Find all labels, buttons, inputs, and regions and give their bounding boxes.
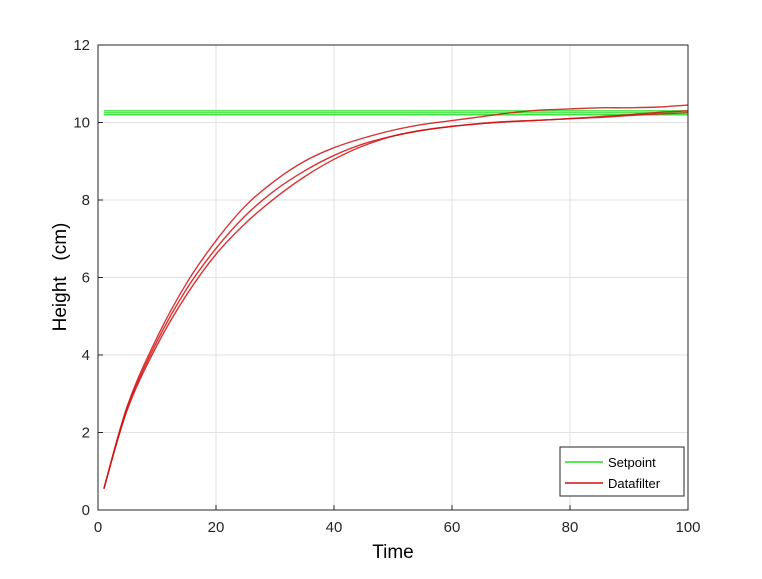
grid	[97, 44, 689, 511]
series-lines	[103, 104, 689, 489]
series-line-datafilter-5	[103, 110, 689, 489]
x-tick-label: 20	[208, 519, 225, 536]
x-tick-label: 60	[444, 519, 461, 536]
x-tick-label: 40	[326, 519, 343, 536]
x-axis-label: Time	[372, 542, 414, 563]
y-tick-label: 2	[82, 425, 90, 442]
series-line-datafilter-6	[103, 104, 689, 489]
y-axis-label: Height (cm)	[50, 223, 71, 332]
legend-box	[559, 446, 685, 497]
x-tick-label: 0	[94, 519, 102, 536]
legend-label-datafilter: Datafilter	[608, 476, 661, 491]
legend-label-setpoint: Setpoint	[608, 455, 656, 470]
x-tick-label: 80	[562, 519, 579, 536]
y-tick-label: 6	[82, 270, 90, 287]
y-tick-label: 0	[82, 502, 90, 519]
y-tick-label: 12	[73, 37, 90, 54]
legend: Setpoint Datafilter	[559, 446, 685, 497]
y-tick-label: 8	[82, 192, 90, 209]
y-tick-label: 4	[82, 347, 90, 364]
x-tick-label: 100	[675, 519, 700, 536]
axis-ticks: 0 20 40 60 80 100 0 2 4 6 8 10 12	[73, 37, 700, 536]
y-tick-label: 10	[73, 115, 90, 132]
